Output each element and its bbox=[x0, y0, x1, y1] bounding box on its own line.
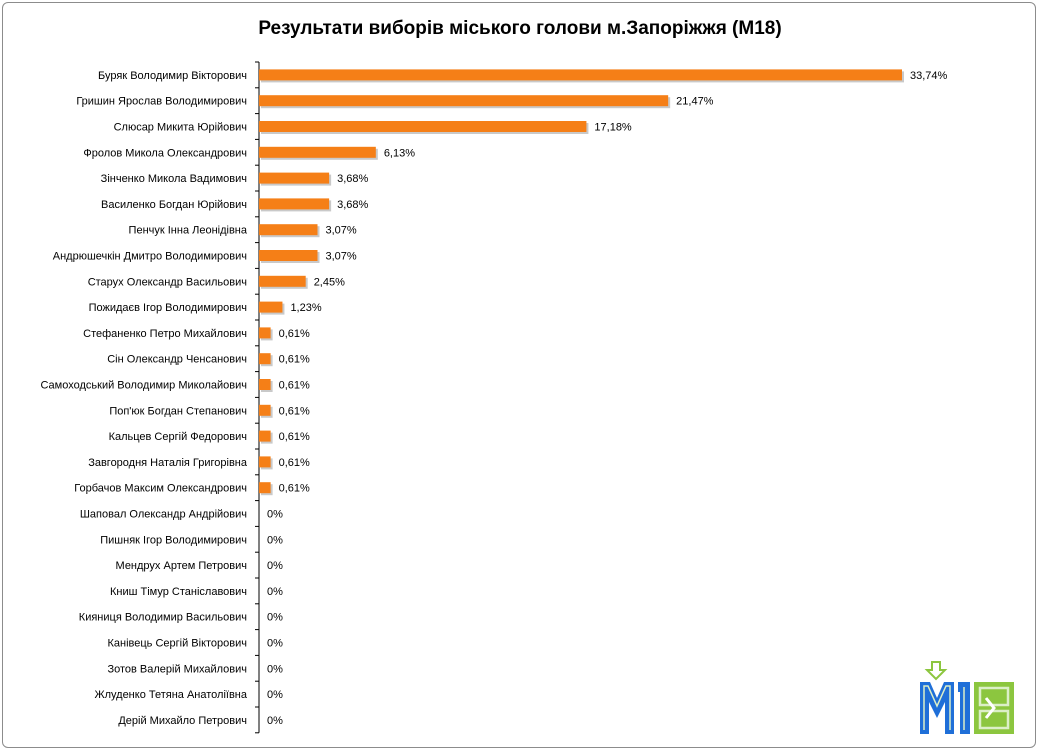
value-label: 0% bbox=[267, 689, 283, 701]
bar bbox=[259, 456, 271, 468]
value-label: 0,61% bbox=[279, 380, 310, 392]
category-label: Жлуденко Тетяна Анатоліївна bbox=[94, 689, 247, 701]
category-label: Пенчук Інна Леонідівна bbox=[129, 225, 248, 237]
category-label: Канівець Сергій Вікторович bbox=[107, 638, 247, 650]
bar bbox=[259, 379, 271, 390]
value-label: 0,61% bbox=[279, 457, 310, 469]
value-label: 0,61% bbox=[279, 328, 310, 340]
bar bbox=[259, 301, 283, 313]
category-label: Поп'юк Богдан Степанович bbox=[109, 405, 247, 417]
logo-m-letter bbox=[920, 682, 954, 734]
value-label: 1,23% bbox=[290, 302, 321, 314]
bar bbox=[259, 69, 902, 81]
category-label: Шаповал Олександр Андрійович bbox=[80, 509, 247, 521]
category-label: Василенко Богдан Юрійович bbox=[101, 199, 247, 211]
value-label: 3,07% bbox=[326, 251, 357, 263]
value-label: 0,61% bbox=[279, 405, 310, 417]
category-label: Фролов Микола Олександрович bbox=[83, 147, 247, 159]
value-label: 0% bbox=[267, 534, 283, 546]
value-label: 21,47% bbox=[676, 96, 714, 108]
category-label: Книш Тімур Станіславович bbox=[110, 586, 247, 598]
category-label: Гришин Ярослав Володимирович bbox=[76, 96, 247, 108]
bar bbox=[259, 327, 271, 339]
value-label: 0% bbox=[267, 509, 283, 521]
logo-arrow-icon bbox=[924, 661, 948, 681]
bar bbox=[259, 275, 306, 287]
category-label: Пишняк Ігор Володимирович bbox=[100, 534, 247, 546]
value-label: 0,61% bbox=[279, 354, 310, 366]
category-label: Пожидаєв Ігор Володимирович bbox=[89, 302, 247, 314]
bar bbox=[259, 121, 587, 132]
value-label: 3,68% bbox=[337, 199, 368, 211]
value-label: 0% bbox=[267, 638, 283, 650]
chart-title: Результати виборів міського голови м.Зап… bbox=[258, 18, 782, 39]
category-label: Мендрух Артем Петрович bbox=[116, 560, 247, 572]
category-label: Кальцев Сергій Федорович bbox=[109, 431, 247, 443]
bar bbox=[259, 224, 318, 236]
category-label: Зінченко Микола Вадимович bbox=[101, 173, 247, 185]
category-label: Зотов Валерій Михайлович bbox=[107, 663, 247, 675]
category-label: Буряк Володимир Вікторович bbox=[98, 70, 247, 82]
category-label: Кияниця Володимир Васильович bbox=[79, 612, 247, 624]
category-label: Андрюшечкін Дмитро Володимирович bbox=[53, 251, 247, 263]
bar bbox=[259, 95, 669, 107]
category-label: Самоходський Володимир Миколайович bbox=[40, 380, 247, 392]
value-label: 0,61% bbox=[279, 483, 310, 495]
category-label: Завгородня Наталія Григорівна bbox=[88, 457, 248, 469]
bar bbox=[259, 404, 271, 416]
m18-logo bbox=[920, 661, 1014, 734]
category-label: Сін Олександр Ченсанович bbox=[107, 354, 247, 366]
bar bbox=[259, 146, 376, 158]
category-label: Слюсар Микита Юрійович bbox=[114, 122, 247, 134]
bar bbox=[259, 198, 330, 210]
bar bbox=[259, 250, 318, 261]
value-label: 3,07% bbox=[326, 225, 357, 237]
bar bbox=[259, 482, 271, 494]
value-label: 0% bbox=[267, 612, 283, 624]
value-label: 33,74% bbox=[910, 70, 948, 82]
value-label: 0% bbox=[267, 586, 283, 598]
value-label: 17,18% bbox=[594, 122, 632, 134]
value-label: 3,68% bbox=[337, 173, 368, 185]
category-label: Горбачов Максим Олександрович bbox=[74, 483, 247, 495]
value-label: 0% bbox=[267, 560, 283, 572]
category-label: Дерій Михайло Петрович bbox=[118, 715, 247, 727]
bar bbox=[259, 353, 271, 365]
value-label: 2,45% bbox=[314, 276, 345, 288]
value-label: 0% bbox=[267, 663, 283, 675]
category-label: Стефаненко Петро Михайлович bbox=[83, 328, 247, 340]
value-label: 0% bbox=[267, 715, 283, 727]
bar bbox=[259, 430, 271, 442]
value-label: 0,61% bbox=[279, 431, 310, 443]
value-label: 6,13% bbox=[384, 147, 415, 159]
category-label: Старух Олександр Васильович bbox=[88, 276, 247, 288]
bar bbox=[259, 172, 330, 184]
